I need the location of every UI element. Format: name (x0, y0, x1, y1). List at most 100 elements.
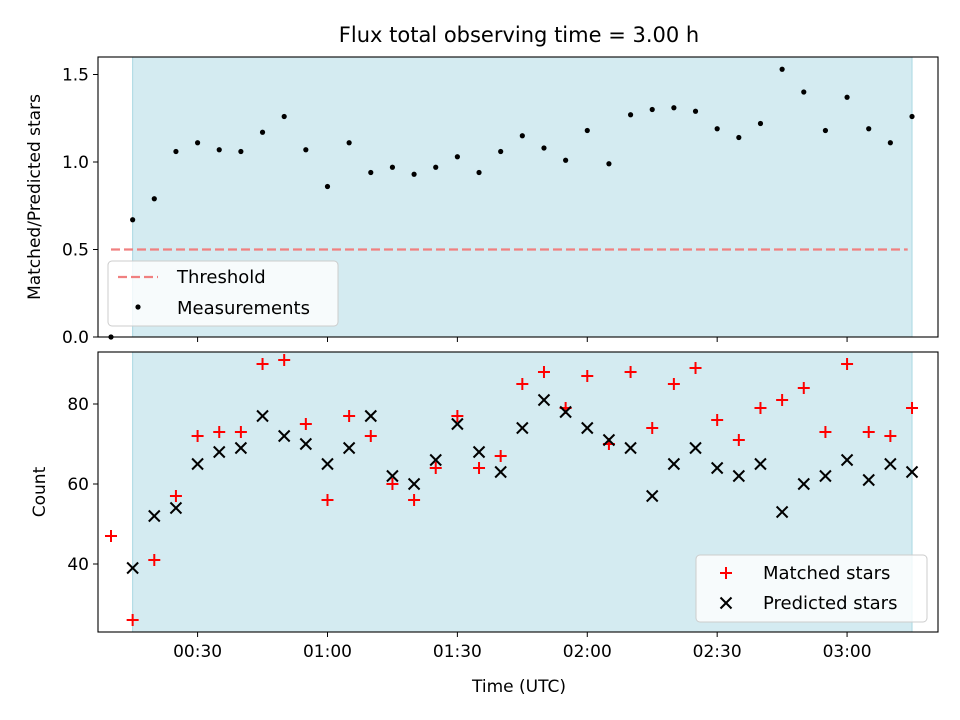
predicted-stars-point (126, 561, 139, 575)
measurements-point (736, 134, 742, 141)
x-tick-label: 01:00 (303, 642, 352, 662)
matched-stars-point (776, 394, 789, 406)
x-tick-label: 01:30 (433, 642, 482, 662)
measurements-point (259, 129, 266, 135)
measurements-point (714, 126, 720, 132)
measurements-point (909, 113, 915, 120)
measurements-point (692, 108, 699, 114)
x-axis-label: Time (UTC) (471, 677, 566, 697)
measurements-point (346, 140, 352, 146)
matched-stars-point (797, 382, 810, 394)
predicted-stars-point (429, 453, 442, 467)
measurements-point (433, 164, 439, 170)
matched-stars-point (732, 434, 745, 446)
predicted-stars-point (840, 453, 854, 467)
measurements-point (757, 120, 764, 127)
matched-stars-point (343, 410, 356, 422)
predicted-stars-point (667, 457, 681, 471)
matched-stars-point (451, 410, 464, 422)
measurements-point (454, 154, 460, 160)
matched-stars-point (364, 430, 377, 442)
predicted-stars-point (364, 409, 377, 423)
bottom-legend: Matched stars Predicted stars (695, 554, 928, 623)
predicted-stars-point (732, 469, 746, 483)
measurements-point (389, 164, 396, 170)
predicted-stars-point (169, 501, 183, 515)
top-y-tick-label: 1.5 (62, 66, 89, 86)
measurements-point (498, 148, 504, 155)
matched-stars-point (884, 430, 897, 442)
predicted-stars-point (797, 477, 810, 491)
predicted-stars-point (775, 505, 789, 519)
measurements-point (368, 169, 374, 176)
chart-title: Flux total observing time = 3.00 h (339, 23, 699, 47)
measurements-point (584, 127, 590, 134)
matched-stars-point (711, 414, 724, 426)
matched-stars-point (126, 614, 139, 626)
matched-stars-point (321, 494, 334, 506)
matched-stars-point (191, 430, 204, 442)
legend-measurements-swatch (135, 304, 141, 310)
predicted-stars-point (342, 441, 356, 455)
matched-stars-point (689, 362, 702, 374)
bottom-y-tick-label: 60 (67, 475, 89, 495)
predicted-stars-point (407, 477, 421, 491)
bottom-y-tick-label: 80 (67, 395, 89, 415)
matched-stars-point (906, 402, 919, 414)
measurements-point (844, 94, 850, 100)
measurements-point (801, 89, 807, 95)
bottom-y-axis-label: Count (30, 466, 50, 517)
predicted-stars-point (321, 457, 334, 471)
measurements-point (303, 147, 309, 153)
bottom-panel: 40 60 80 00:30 01:00 01:30 02:00 02:30 03:00 Matc… (67, 351, 939, 662)
measurements-point (216, 147, 222, 153)
matched-stars-point (537, 366, 550, 378)
top-panel: 0.0 0.5 1.0 1.5 Threshold Measurements (62, 56, 939, 348)
legend-predicted-label: Predicted stars (763, 593, 897, 614)
measurements-point (519, 133, 525, 139)
matched-stars-point (299, 418, 312, 430)
x-tick-label: 02:30 (693, 642, 742, 662)
matched-stars-point (278, 354, 291, 366)
matched-stars-point (256, 358, 269, 370)
predicted-stars-point (148, 509, 161, 523)
predicted-stars-point (213, 445, 226, 459)
x-tick-label: 00:30 (173, 642, 222, 662)
legend-matched-swatch (720, 567, 732, 579)
predicted-stars-point (581, 421, 594, 435)
measurements-point (130, 217, 136, 223)
predicted-stars-point (537, 393, 551, 407)
predicted-stars-point (277, 429, 291, 443)
x-tick-label: 02:00 (563, 642, 612, 662)
predicted-stars-point (819, 469, 832, 483)
matched-stars-point (667, 378, 680, 390)
measurements-point (563, 157, 569, 163)
top-y-tick-label: 0.0 (62, 328, 89, 348)
matched-stars-point (213, 426, 226, 438)
measurements-point (887, 140, 893, 146)
matched-stars-point (841, 358, 854, 370)
measurements-point (476, 169, 482, 176)
matched-stars-point (819, 426, 832, 438)
measurements-point (151, 196, 157, 202)
top-axes-frame (97, 56, 939, 338)
measurements-point (627, 112, 634, 118)
top-y-tick-label: 1.0 (62, 153, 89, 173)
matched-stars-point (429, 462, 442, 474)
measurements-point (779, 66, 785, 72)
measurements-point (411, 171, 417, 177)
matched-stars-point (104, 530, 117, 542)
predicted-stars-point (451, 417, 464, 431)
predicted-stars-point (494, 465, 507, 479)
predicted-stars-point (472, 445, 486, 459)
predicted-stars-point (386, 469, 399, 483)
measurements-point (324, 183, 331, 190)
measurements-point (541, 145, 547, 151)
matched-stars-point (494, 450, 507, 462)
predicted-stars-point (646, 489, 659, 503)
predicted-stars-point (905, 465, 919, 479)
matched-stars-point (408, 494, 421, 506)
matched-stars-point (754, 402, 767, 414)
measurements-point (606, 161, 612, 167)
matched-stars-point (624, 366, 637, 378)
